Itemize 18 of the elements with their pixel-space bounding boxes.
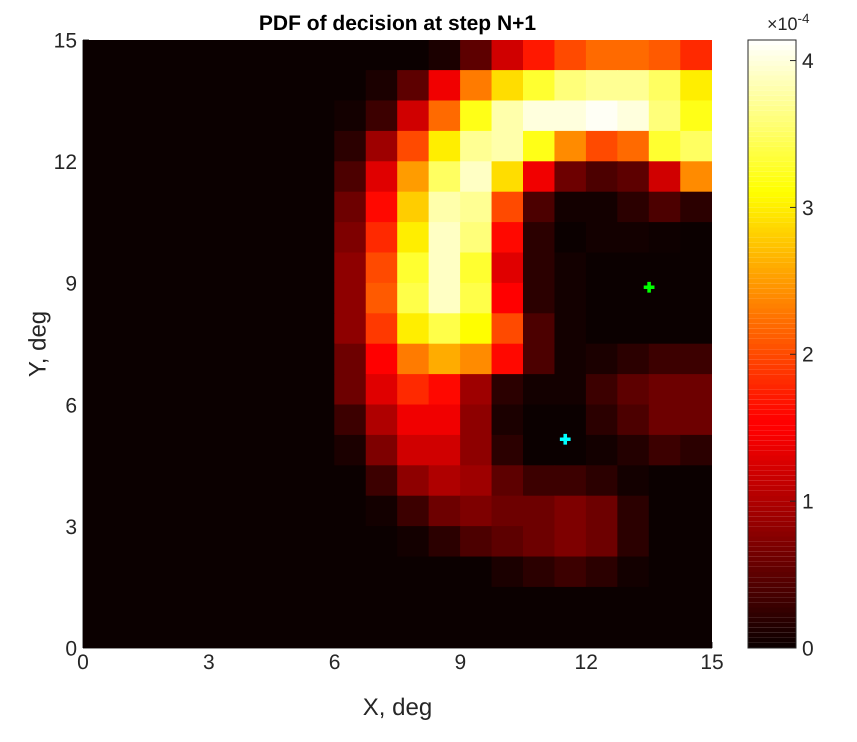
y-tick-label: 6 (65, 394, 77, 418)
color-bar-label: 2 (802, 344, 814, 367)
x-axis-title: X, deg (362, 694, 432, 721)
x-tick-label: 9 (454, 650, 466, 674)
x-tick-label: 15 (700, 650, 724, 674)
x-tick-label: 6 (328, 650, 340, 674)
x-tick-label: 12 (574, 650, 598, 674)
color-bar-label: 4 (802, 50, 814, 74)
y-tick-label: 9 (65, 272, 77, 296)
color-bar-label: 1 (802, 490, 814, 514)
color-bar-title: ×10$^{-4}$ (767, 10, 810, 34)
y-tick-label: 15 (54, 29, 77, 52)
color-bar-label: 3 (802, 196, 814, 220)
chart-title: PDF of decision at step N+1 (258, 12, 536, 35)
y-tick-label: 3 (65, 516, 77, 539)
y-axis-title: Y, deg (24, 310, 52, 378)
x-tick-label: 3 (202, 650, 215, 674)
y-tick-label: 12 (54, 151, 77, 174)
